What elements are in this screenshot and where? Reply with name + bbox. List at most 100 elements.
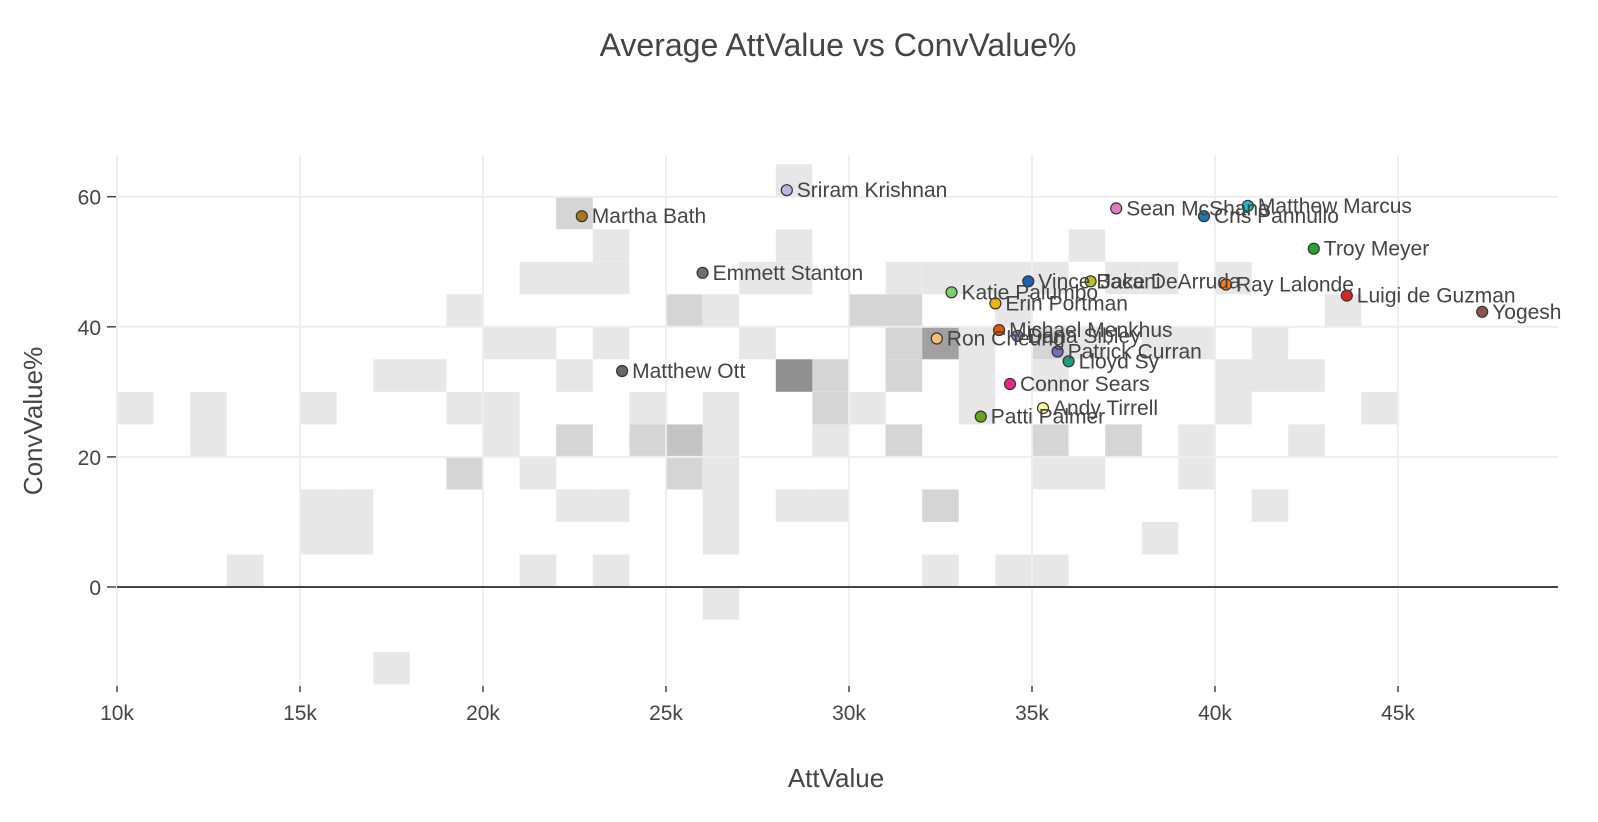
heatmap-cell [483, 391, 520, 425]
scatter-point[interactable] [1011, 329, 1024, 342]
heatmap-cell [885, 359, 923, 392]
point-label: Patrick Curran [1068, 341, 1202, 364]
heatmap-cell [995, 554, 1032, 587]
scatter-point[interactable] [992, 324, 1006, 337]
heatmap-cell [446, 294, 483, 327]
y-tick-label: 40 [78, 317, 101, 340]
heatmap-cell [300, 522, 337, 555]
point-label: Matthew Marcus [1258, 195, 1412, 218]
scatter-point[interactable] [1219, 278, 1233, 291]
scatter-point[interactable] [1241, 199, 1255, 212]
heatmap-cell [592, 326, 630, 360]
heatmap-cell [702, 456, 740, 490]
heatmap-cell [190, 391, 227, 425]
heatmap-cell [336, 489, 374, 522]
heatmap-cell [592, 489, 630, 522]
heatmap-cell [629, 391, 666, 425]
scatter-point[interactable] [1197, 210, 1211, 223]
scatter-point[interactable] [1110, 202, 1123, 215]
scatter-point[interactable] [1340, 289, 1353, 302]
heatmap-cell [1068, 326, 1106, 360]
heatmap-cell [958, 359, 996, 392]
heatmap-cell [226, 554, 264, 587]
heatmap-cell [519, 456, 557, 490]
point-label: Matthew Ott [632, 360, 745, 383]
scatter-point[interactable] [780, 184, 793, 197]
heatmap-cell [336, 522, 374, 555]
point-label: Sriram Krishnan [797, 179, 948, 202]
point-label: Andy Tirrell [1053, 397, 1158, 420]
scatter-point[interactable] [1022, 275, 1035, 288]
axes: 10k 15k 20k 25k 30k 35k 40k 45k 0 20 40 60 [78, 187, 1558, 725]
scatter-point[interactable] [945, 286, 958, 299]
heatmap-cell [1361, 391, 1398, 425]
heatmap-cell [666, 456, 703, 490]
heatmap-cell [1251, 489, 1289, 522]
heatmap-cell [556, 489, 593, 522]
point-label: Sean McShane [1126, 197, 1270, 220]
heatmap-cell [1288, 359, 1325, 392]
point-label: Lloyd Sy [1079, 350, 1160, 373]
scatter-point[interactable] [1003, 377, 1017, 391]
x-tick-label: 10k [100, 702, 134, 725]
scatter-point[interactable] [696, 266, 709, 279]
heatmap-cell [702, 489, 740, 522]
scatter-point[interactable] [974, 410, 987, 423]
heatmap-cell [1288, 424, 1325, 457]
scatter-point[interactable] [1307, 242, 1320, 255]
scatter-point[interactable] [1084, 275, 1097, 288]
point-label: Connor Sears [1020, 373, 1150, 396]
scatter-point[interactable] [1062, 355, 1075, 368]
x-tick-label: 40k [1198, 702, 1232, 725]
heatmap-cell [739, 261, 776, 295]
heatmap-cell [812, 489, 849, 522]
y-axis-title: ConvValue% [18, 347, 48, 495]
heatmap-cell [812, 391, 849, 425]
heatmap-cell [1215, 261, 1252, 295]
heatmap-cell [373, 359, 410, 392]
heatmap-cell [1068, 456, 1106, 490]
point-label: Katie Palumbo [962, 281, 1099, 304]
heatmap-cell [629, 424, 666, 457]
heatmap-cell [409, 359, 447, 392]
data-points [575, 184, 1489, 423]
heatmap-cell [117, 391, 154, 425]
heatmap-cell [885, 326, 923, 360]
heatmap-cell [1068, 229, 1106, 262]
heatmap-cell [1251, 359, 1289, 392]
heatmap-cell [849, 294, 886, 327]
heatmap-cell [812, 359, 849, 392]
heatmap-cell [666, 424, 703, 457]
scatter-point[interactable] [930, 332, 943, 345]
point-label: Dana Sibley [1027, 325, 1141, 348]
heatmap-cell [1178, 326, 1215, 360]
heatmap-cell [483, 424, 520, 457]
heatmap-cell [666, 294, 703, 327]
heatmap-cell [958, 261, 996, 295]
point-label: Michael Menkhus [1009, 319, 1172, 342]
heatmap-cell [702, 424, 740, 457]
point-label: Yogesh [1492, 301, 1561, 324]
heatmap-cell [702, 391, 740, 425]
scatter-point[interactable] [615, 364, 629, 378]
heatmap-cell [849, 391, 886, 425]
point-label: Luigi de Guzman [1357, 285, 1516, 308]
heatmap-cell [922, 554, 959, 587]
scatter-point[interactable] [1051, 345, 1064, 358]
y-tick-label: 20 [78, 447, 101, 470]
scatter-point[interactable] [1036, 402, 1050, 415]
scatter-point[interactable] [575, 210, 588, 223]
x-axis-title: AttValue [788, 763, 884, 793]
heatmap-cell [592, 261, 630, 295]
heatmap-cell [483, 326, 520, 360]
heatmap-cell [1032, 456, 1069, 490]
scatter-point[interactable] [1476, 305, 1489, 318]
y-tick-label: 60 [78, 187, 101, 210]
heatmap-cell [446, 391, 483, 425]
heatmap-cell [922, 489, 959, 522]
x-tick-label: 30k [832, 702, 866, 725]
scatter-point[interactable] [989, 297, 1002, 310]
heatmap-cell [885, 294, 923, 327]
heatmap-cell [885, 424, 923, 457]
